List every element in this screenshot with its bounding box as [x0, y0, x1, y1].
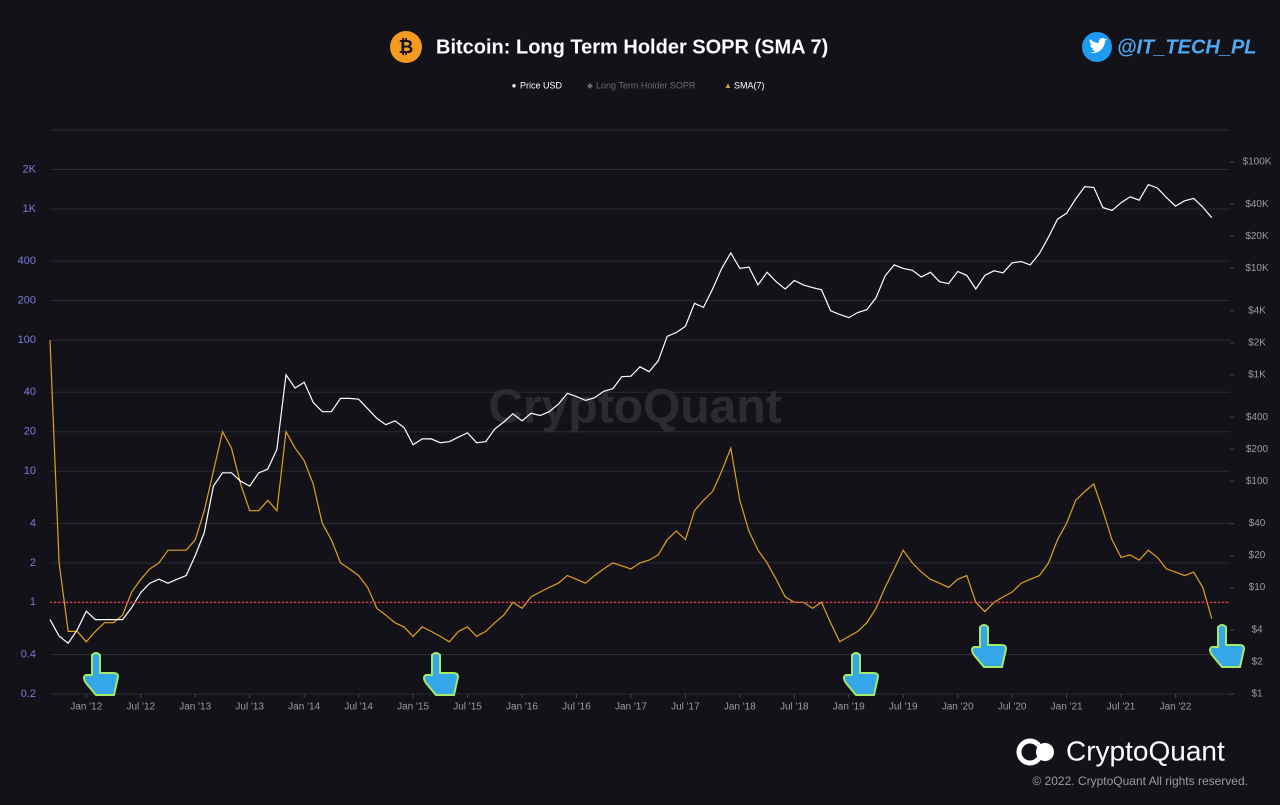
x-tick-label: Jul '16: [562, 702, 591, 713]
legend-marker: [587, 83, 593, 89]
legend-label: Price USD: [520, 80, 563, 90]
x-tick-label: Jul '17: [671, 702, 700, 713]
y2-tick-label: $1K: [1248, 369, 1266, 380]
x-tick-label: Jan '14: [288, 702, 320, 713]
y2-tick-label: $400: [1246, 412, 1269, 423]
x-tick-label: Jan '22: [1160, 702, 1192, 713]
y2-tick-label: $100: [1246, 476, 1269, 487]
brand-name: CryptoQuant: [1066, 735, 1225, 766]
x-tick-label: Jul '20: [998, 702, 1027, 713]
x-tick-label: Jul '14: [344, 702, 373, 713]
x-tick-label: Jan '12: [70, 702, 102, 713]
y-tick-label: 2: [30, 557, 36, 569]
y-tick-label: 400: [18, 255, 36, 267]
x-tick-label: Jan '18: [724, 702, 756, 713]
x-tick-label: Jan '19: [833, 702, 865, 713]
y-tick-label: 0.4: [21, 648, 36, 660]
legend-label: SMA(7): [734, 80, 765, 90]
x-tick-label: Jul '19: [889, 702, 918, 713]
chart-title: Bitcoin: Long Term Holder SOPR (SMA 7): [436, 36, 828, 58]
brand-logo: [1036, 743, 1054, 761]
x-tick-label: Jan '15: [397, 702, 429, 713]
watermark: CryptoQuant: [488, 381, 781, 434]
plot-area: 0.2 0.4 1 2 4 10 20 40 100 200 400 1K 2K $1 $2 $4 $10 $20…: [18, 129, 1272, 713]
y2-tick-label: $10: [1249, 582, 1266, 593]
x-tick-label: Jan '17: [615, 702, 647, 713]
pointer-icons: [83, 624, 1246, 696]
y-tick-label: 2K: [23, 163, 37, 175]
y2-tick-label: $1: [1251, 689, 1263, 700]
y2-tick-label: $40: [1249, 518, 1266, 529]
y-tick-label: 20: [24, 426, 36, 438]
x-tick-label: Jan '13: [179, 702, 211, 713]
x-tick-label: Jul '12: [126, 702, 155, 713]
y-tick-label: 40: [24, 386, 36, 398]
copyright: © 2022. CryptoQuant All rights reserved.: [1032, 774, 1248, 788]
y2-tick-label: $4: [1251, 625, 1263, 636]
pointer-icon: [971, 624, 1008, 668]
y2-tick-label: $200: [1246, 444, 1269, 455]
y-tick-label: 1K: [23, 203, 37, 215]
x-tick-label: Jul '13: [235, 702, 264, 713]
x-tick-label: Jul '21: [1107, 702, 1136, 713]
y2-tick-label: $100K: [1243, 157, 1272, 168]
y-tick-label: 4: [30, 517, 36, 529]
y-tick-label: 1: [30, 596, 36, 608]
y-tick-label: 0.2: [21, 688, 36, 700]
y2-tick-label: $40K: [1245, 199, 1269, 210]
legend-marker: ●: [512, 81, 517, 90]
legend-marker: ▲: [724, 81, 732, 90]
y2-tick-label: $20: [1249, 550, 1266, 561]
bitcoin-symbol: ₿: [399, 37, 414, 57]
series-line: [49, 340, 1213, 643]
y2-tick-label: $4K: [1248, 305, 1266, 316]
pointer-icon: [83, 652, 120, 696]
series-line: [49, 183, 1213, 645]
x-tick-label: Jan '16: [506, 702, 538, 713]
pointer-icon: [1209, 624, 1246, 668]
y2-tick-label: $2K: [1248, 337, 1266, 348]
twitter-bird: [1089, 38, 1107, 53]
x-tick-label: Jan '21: [1051, 702, 1083, 713]
x-tick-label: Jan '20: [942, 702, 974, 713]
pointer-icon: [423, 652, 460, 696]
y2-tick-label: $20K: [1245, 231, 1269, 242]
y-tick-label: 200: [18, 295, 36, 307]
y-tick-label: 100: [18, 334, 36, 346]
y2-tick-label: $2: [1251, 657, 1263, 668]
x-tick-label: Jul '15: [453, 702, 482, 713]
legend-label: Long Term Holder SOPR: [596, 80, 696, 90]
pointer-icon: [843, 652, 880, 696]
y-tick-label: 10: [24, 465, 36, 477]
twitter-handle: @IT_TECH_PL: [1117, 36, 1257, 58]
bitcoin-icon: [390, 31, 422, 63]
x-tick-label: Jul '18: [780, 702, 809, 713]
y2-tick-label: $10K: [1245, 263, 1269, 274]
